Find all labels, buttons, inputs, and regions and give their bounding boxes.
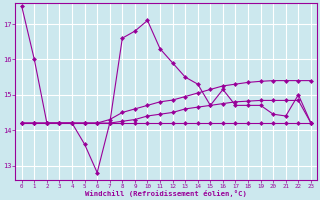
X-axis label: Windchill (Refroidissement éolien,°C): Windchill (Refroidissement éolien,°C) bbox=[85, 190, 247, 197]
